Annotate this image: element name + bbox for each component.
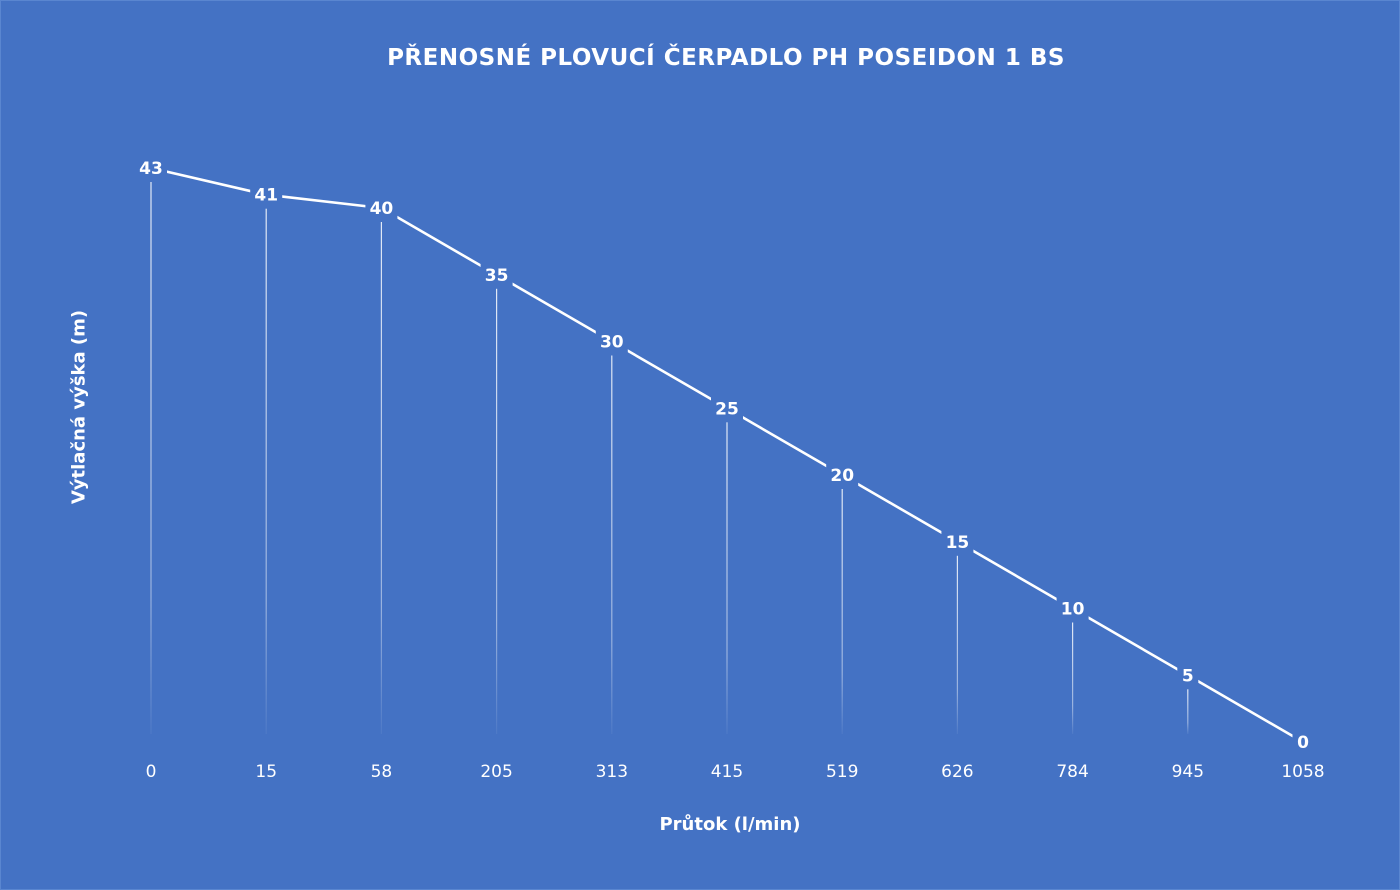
x-tick-label: 1058 (1281, 762, 1324, 782)
data-label: 43 (139, 159, 163, 179)
drop-line (265, 208, 267, 734)
data-label: 25 (715, 399, 739, 419)
x-tick-labels: 0 15 58 205 313 415 519 626 784 945 1058 (146, 762, 1325, 782)
data-label-background (595, 329, 628, 354)
data-label-background (941, 529, 974, 554)
x-tick-label: 205 (480, 762, 512, 782)
drop-line (380, 222, 382, 734)
drop-line (726, 422, 728, 734)
drop-line (841, 489, 843, 734)
x-tick-label: 626 (941, 762, 973, 782)
data-label: 20 (830, 466, 854, 486)
data-label-background (480, 262, 513, 287)
data-label: 0 (1297, 733, 1309, 753)
data-label: 5 (1182, 666, 1194, 686)
data-label: 40 (370, 199, 394, 219)
x-tick-label: 415 (711, 762, 743, 782)
drop-lines (150, 182, 1189, 734)
drop-line (1187, 689, 1189, 734)
drop-line (150, 182, 152, 734)
data-label-background (1177, 663, 1199, 688)
x-axis-title: Průtok (l/min) (659, 814, 801, 835)
data-label-background (365, 196, 398, 220)
x-tick-label: 313 (596, 762, 628, 782)
x-tick-label: 58 (371, 762, 393, 782)
data-label: 35 (485, 266, 509, 286)
data-label: 10 (1061, 600, 1085, 620)
data-label: 41 (254, 186, 278, 206)
x-tick-label: 945 (1172, 762, 1204, 782)
data-label-background (1292, 730, 1314, 754)
drop-line (496, 288, 498, 734)
x-tick-label: 519 (826, 762, 858, 782)
drop-line (1072, 622, 1074, 734)
data-label-background (250, 182, 283, 207)
chart-title: PŘENOSNÉ PLOVUCÍ ČERPADLO PH POSEIDON 1 … (387, 45, 1065, 71)
data-labels: 43 41 40 35 30 25 20 15 10 5 0 (135, 156, 1314, 754)
data-label-background (826, 463, 859, 487)
drop-line (611, 355, 613, 734)
data-label: 15 (946, 533, 970, 553)
x-tick-label: 784 (1056, 762, 1088, 782)
data-label-background (135, 156, 167, 180)
data-label-background (1056, 596, 1089, 621)
x-tick-label: 0 (146, 762, 157, 782)
data-label: 30 (600, 333, 624, 353)
drop-line (956, 555, 958, 734)
x-tick-label: 15 (255, 762, 277, 782)
data-label-background (711, 396, 743, 421)
